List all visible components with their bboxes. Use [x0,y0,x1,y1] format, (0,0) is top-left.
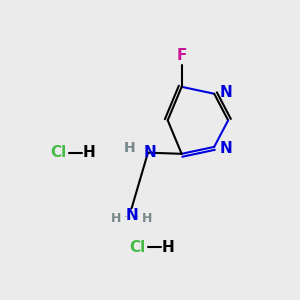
Text: H: H [111,212,122,225]
Text: H: H [124,141,135,155]
Text: N: N [125,208,138,223]
Text: H: H [161,240,174,255]
Text: N: N [144,145,157,160]
Text: N: N [220,140,232,155]
Text: ·: · [124,212,128,222]
Text: ·: · [136,212,139,222]
Text: H: H [142,212,152,225]
Text: N: N [220,85,232,100]
Text: F: F [176,48,187,63]
Text: Cl: Cl [129,240,146,255]
Text: Cl: Cl [50,145,67,160]
Text: H: H [82,145,95,160]
